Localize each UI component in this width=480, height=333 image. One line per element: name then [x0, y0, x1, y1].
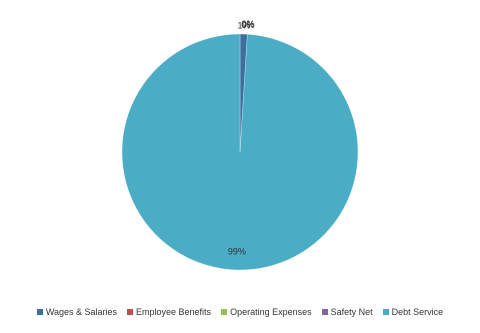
legend-label: Safety Net — [330, 307, 373, 317]
legend-label: Employee Benefits — [136, 307, 212, 317]
legend-item: Debt Service — [382, 307, 444, 317]
data-label: 0% — [241, 19, 254, 29]
legend-label: Operating Expenses — [230, 307, 312, 317]
legend-item: Wages & Salaries — [36, 307, 118, 317]
legend-item: Safety Net — [321, 307, 373, 317]
data-label: 0% — [241, 20, 254, 30]
legend-swatch — [321, 309, 328, 315]
legend: Wages & Salaries Employee Benefits Operati… — [0, 307, 480, 317]
chart: 1%0%0%0%99% — [121, 19, 359, 271]
legend-swatch — [221, 309, 228, 315]
data-label: 0% — [241, 20, 254, 30]
legend-label: Debt Service — [391, 307, 444, 317]
pie-slice — [121, 33, 359, 271]
legend-swatch — [127, 309, 134, 315]
legend-swatch — [36, 309, 43, 315]
data-label: 99% — [228, 247, 246, 257]
data-label: 1% — [237, 20, 250, 30]
legend-item: Operating Expenses — [221, 307, 312, 317]
legend-swatch — [382, 309, 389, 315]
legend-label: Wages & Salaries — [45, 307, 118, 317]
legend-item: Employee Benefits — [127, 307, 211, 317]
